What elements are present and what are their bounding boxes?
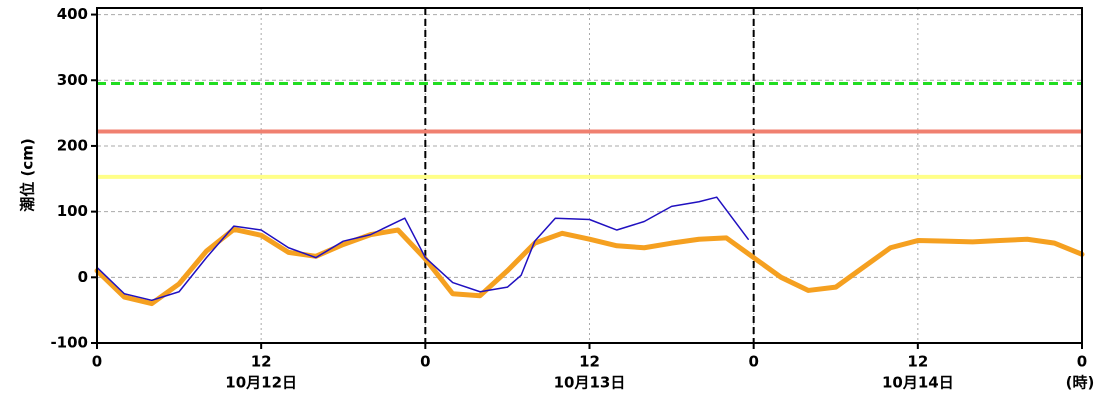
x-tick-label: 12: [579, 353, 600, 371]
date-label: 10月12日: [225, 374, 297, 392]
plot-border: [96, 7, 1083, 344]
x-tick-label: 0: [92, 353, 102, 371]
series-line: [96, 196, 749, 302]
x-tick-label: 0: [1077, 353, 1087, 371]
x-tick-label: 0: [420, 353, 430, 371]
date-label: 10月13日: [554, 374, 626, 392]
series-line: [94, 226, 1085, 307]
y-tick-label: 100: [57, 202, 88, 220]
y-tick-label: 400: [57, 5, 88, 23]
x-tick-label: 12: [907, 353, 928, 371]
y-tick-label: 200: [57, 136, 88, 154]
y-tick-label: -100: [50, 334, 88, 352]
y-axis-label: 潮位 (cm): [19, 138, 37, 211]
x-axis-label: (時): [1066, 374, 1095, 392]
x-tick-label: 12: [251, 353, 272, 371]
y-tick-label: 0: [78, 268, 88, 286]
x-tick-label: 0: [748, 353, 758, 371]
y-tick-label: 300: [57, 71, 88, 89]
date-label: 10月14日: [882, 374, 954, 392]
